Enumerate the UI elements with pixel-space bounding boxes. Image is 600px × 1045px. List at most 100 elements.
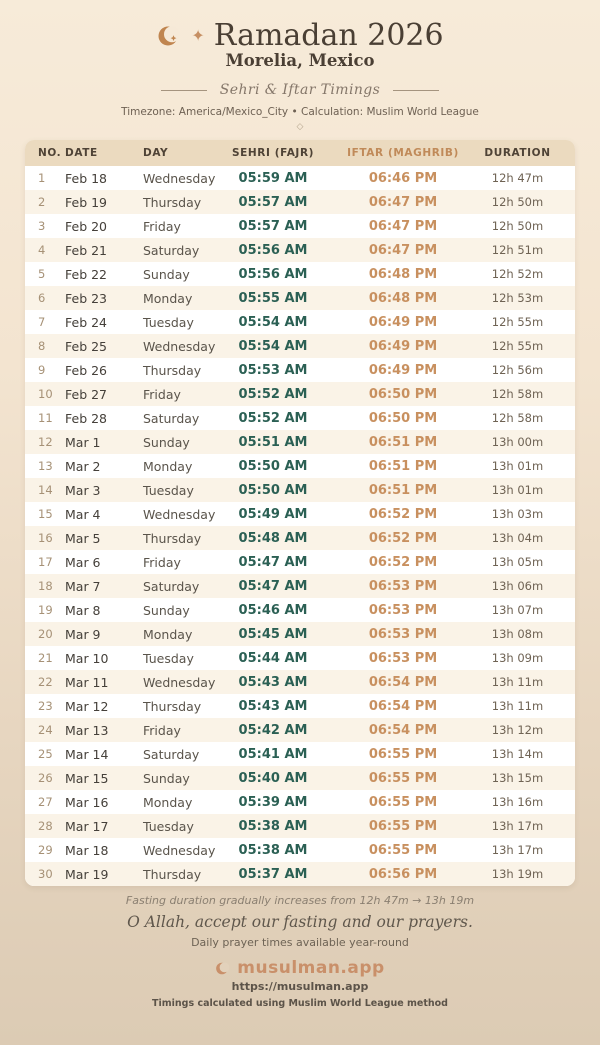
timings-table: NO. DATE DAY SEHRI (FAJR) IFTAR (MAGHRIB… [25, 140, 575, 886]
row-date: Feb 23 [65, 290, 108, 306]
table-row: 20 Mar 9 Monday 05:45 AM 06:53 PM 13h 08m [25, 622, 575, 646]
table-row: 14 Mar 3 Tuesday 05:50 AM 06:51 PM 13h 01m [25, 478, 575, 502]
row-number: 9 [38, 363, 46, 377]
row-duration: 13h 03m [491, 507, 544, 521]
row-date: Mar 4 [65, 506, 101, 522]
row-sehri-time: 05:54 AM [238, 338, 308, 354]
table-row: 13 Mar 2 Monday 05:50 AM 06:51 PM 13h 01m [25, 454, 575, 478]
row-iftar-time: 06:55 PM [368, 770, 438, 786]
table-row: 2 Feb 19 Thursday 05:57 AM 06:47 PM 12h 50m [25, 190, 575, 214]
row-date: Mar 12 [65, 698, 109, 714]
row-iftar-time: 06:54 PM [368, 722, 438, 738]
row-duration: 12h 58m [491, 411, 544, 425]
row-iftar-time: 06:52 PM [368, 554, 438, 570]
column-header-duration: DURATION [484, 147, 551, 159]
section-subtitle: Sehri & Iftar Timings [219, 82, 381, 98]
row-date: Feb 20 [65, 218, 108, 234]
table-row: 26 Mar 15 Sunday 05:40 AM 06:55 PM 13h 15m [25, 766, 575, 790]
table-row: 5 Feb 22 Sunday 05:56 AM 06:48 PM 12h 52m [25, 262, 575, 286]
row-duration: 13h 04m [491, 531, 544, 545]
row-date: Feb 25 [65, 338, 108, 354]
row-date: Mar 9 [65, 626, 101, 642]
row-sehri-time: 05:45 AM [238, 626, 308, 642]
row-sehri-time: 05:56 AM [238, 266, 308, 282]
row-date: Mar 15 [65, 770, 109, 786]
row-duration: 13h 14m [491, 747, 544, 761]
row-iftar-time: 06:55 PM [368, 818, 438, 834]
row-duration: 13h 00m [491, 435, 544, 449]
row-duration: 13h 07m [491, 603, 544, 617]
row-sehri-time: 05:57 AM [238, 194, 308, 210]
row-date: Mar 6 [65, 554, 101, 570]
table-row: 1 Feb 18 Wednesday 05:59 AM 06:46 PM 12h 47m [25, 166, 575, 190]
row-iftar-time: 06:48 PM [368, 266, 438, 282]
row-number: 25 [38, 747, 53, 761]
row-duration: 12h 51m [491, 243, 544, 257]
row-day: Monday [143, 290, 193, 306]
row-number: 4 [38, 243, 46, 257]
row-date: Mar 19 [65, 866, 109, 882]
row-number: 15 [38, 507, 53, 521]
row-duration: 12h 50m [491, 195, 544, 209]
row-day: Thursday [143, 194, 202, 210]
table-row: 11 Feb 28 Saturday 05:52 AM 06:50 PM 12h 58m [25, 406, 575, 430]
row-day: Tuesday [143, 314, 194, 330]
brand-name: musulman.app [237, 958, 385, 978]
row-number: 23 [38, 699, 53, 713]
row-duration: 12h 52m [491, 267, 544, 281]
row-sehri-time: 05:39 AM [238, 794, 308, 810]
row-date: Feb 22 [65, 266, 108, 282]
row-day: Tuesday [143, 818, 194, 834]
table-row: 15 Mar 4 Wednesday 05:49 AM 06:52 PM 13h 03m [25, 502, 575, 526]
column-header-sehri: SEHRI (FAJR) [231, 147, 315, 159]
row-day: Sunday [143, 434, 190, 450]
row-iftar-time: 06:52 PM [368, 530, 438, 546]
row-day: Thursday [143, 362, 202, 378]
table-body: 1 Feb 18 Wednesday 05:59 AM 06:46 PM 12h 47m 2… [25, 166, 575, 886]
row-date: Mar 1 [65, 434, 101, 450]
row-iftar-time: 06:49 PM [368, 314, 438, 330]
row-number: 1 [38, 171, 46, 185]
row-number: 8 [38, 339, 46, 353]
title-row: ✦ Ramadan 2026 [0, 19, 600, 52]
row-sehri-time: 05:51 AM [238, 434, 308, 450]
row-duration: 13h 19m [491, 867, 544, 881]
row-sehri-time: 05:38 AM [238, 842, 308, 858]
row-date: Mar 7 [65, 578, 101, 594]
row-sehri-time: 05:56 AM [238, 242, 308, 258]
row-number: 24 [38, 723, 53, 737]
row-number: 13 [38, 459, 53, 473]
table-row: 6 Feb 23 Monday 05:55 AM 06:48 PM 12h 53m [25, 286, 575, 310]
row-duration: 12h 58m [491, 387, 544, 401]
row-number: 26 [38, 771, 53, 785]
row-day: Thursday [143, 866, 202, 882]
row-day: Wednesday [143, 338, 216, 354]
table-row: 3 Feb 20 Friday 05:57 AM 06:47 PM 12h 50m [25, 214, 575, 238]
row-iftar-time: 06:55 PM [368, 746, 438, 762]
row-iftar-time: 06:52 PM [368, 506, 438, 522]
row-duration: 12h 47m [491, 171, 544, 185]
row-date: Feb 21 [65, 242, 108, 258]
row-sehri-time: 05:42 AM [238, 722, 308, 738]
row-iftar-time: 06:53 PM [368, 578, 438, 594]
row-iftar-time: 06:46 PM [368, 170, 438, 186]
row-duration: 13h 12m [491, 723, 544, 737]
row-date: Mar 14 [65, 746, 109, 762]
table-row: 27 Mar 16 Monday 05:39 AM 06:55 PM 13h 16m [25, 790, 575, 814]
row-sehri-time: 05:43 AM [238, 674, 308, 690]
row-iftar-time: 06:54 PM [368, 698, 438, 714]
row-iftar-time: 06:53 PM [368, 626, 438, 642]
table-row: 22 Mar 11 Wednesday 05:43 AM 06:54 PM 13h 11m [25, 670, 575, 694]
table-row: 18 Mar 7 Saturday 05:47 AM 06:53 PM 13h 06m [25, 574, 575, 598]
column-header-no: NO. [38, 147, 62, 159]
row-iftar-time: 06:47 PM [368, 242, 438, 258]
page-title: Ramadan 2026 [213, 18, 444, 53]
row-number: 16 [38, 531, 53, 545]
row-sehri-time: 05:52 AM [238, 386, 308, 402]
row-day: Monday [143, 626, 193, 642]
row-iftar-time: 06:56 PM [368, 866, 438, 882]
row-number: 21 [38, 651, 53, 665]
row-duration: 13h 17m [491, 843, 544, 857]
row-sehri-time: 05:47 AM [238, 554, 308, 570]
